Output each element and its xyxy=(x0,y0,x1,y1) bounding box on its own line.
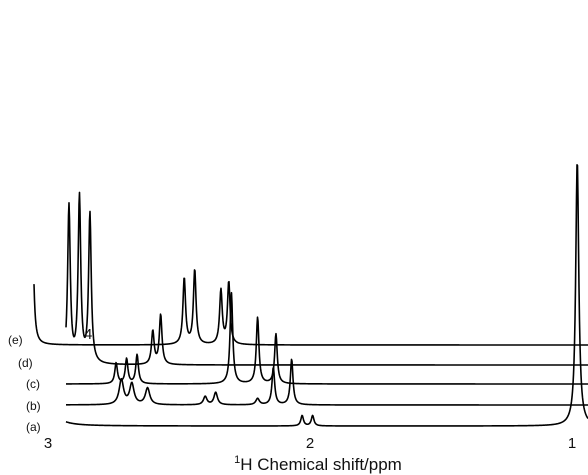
spectrum-trace-0 xyxy=(65,164,588,427)
trace-label-0: (a) xyxy=(26,420,41,434)
spectrum-trace-3 xyxy=(65,191,588,366)
spectrum-trace-4 xyxy=(33,269,588,346)
tick-labels: 1 2 3 xyxy=(44,435,576,452)
x-axis-title-sup: 1 xyxy=(234,454,240,466)
tick-label-1: 1 xyxy=(568,435,576,452)
annotation-4: 4 xyxy=(84,326,92,343)
trace-label-3: (d) xyxy=(18,356,33,370)
x-axis-title-text: Chemical shift/ppm xyxy=(257,455,402,474)
spectrum-trace-1 xyxy=(65,358,588,406)
x-axis-title-base: H xyxy=(240,455,252,474)
tick-label-2: 2 xyxy=(306,435,314,452)
trace-label-4: (e) xyxy=(8,333,23,347)
spectrum-trace-2 xyxy=(65,291,588,385)
tick-label-3: 3 xyxy=(44,435,52,452)
trace-label-2: (c) xyxy=(26,377,40,391)
spectra-traces xyxy=(33,164,588,427)
x-axis-title: 1H Chemical shift/ppm xyxy=(234,454,402,474)
trace-label-1: (b) xyxy=(26,399,41,413)
trace-labels: (a) (b) (c) (d) (e) xyxy=(8,333,41,434)
